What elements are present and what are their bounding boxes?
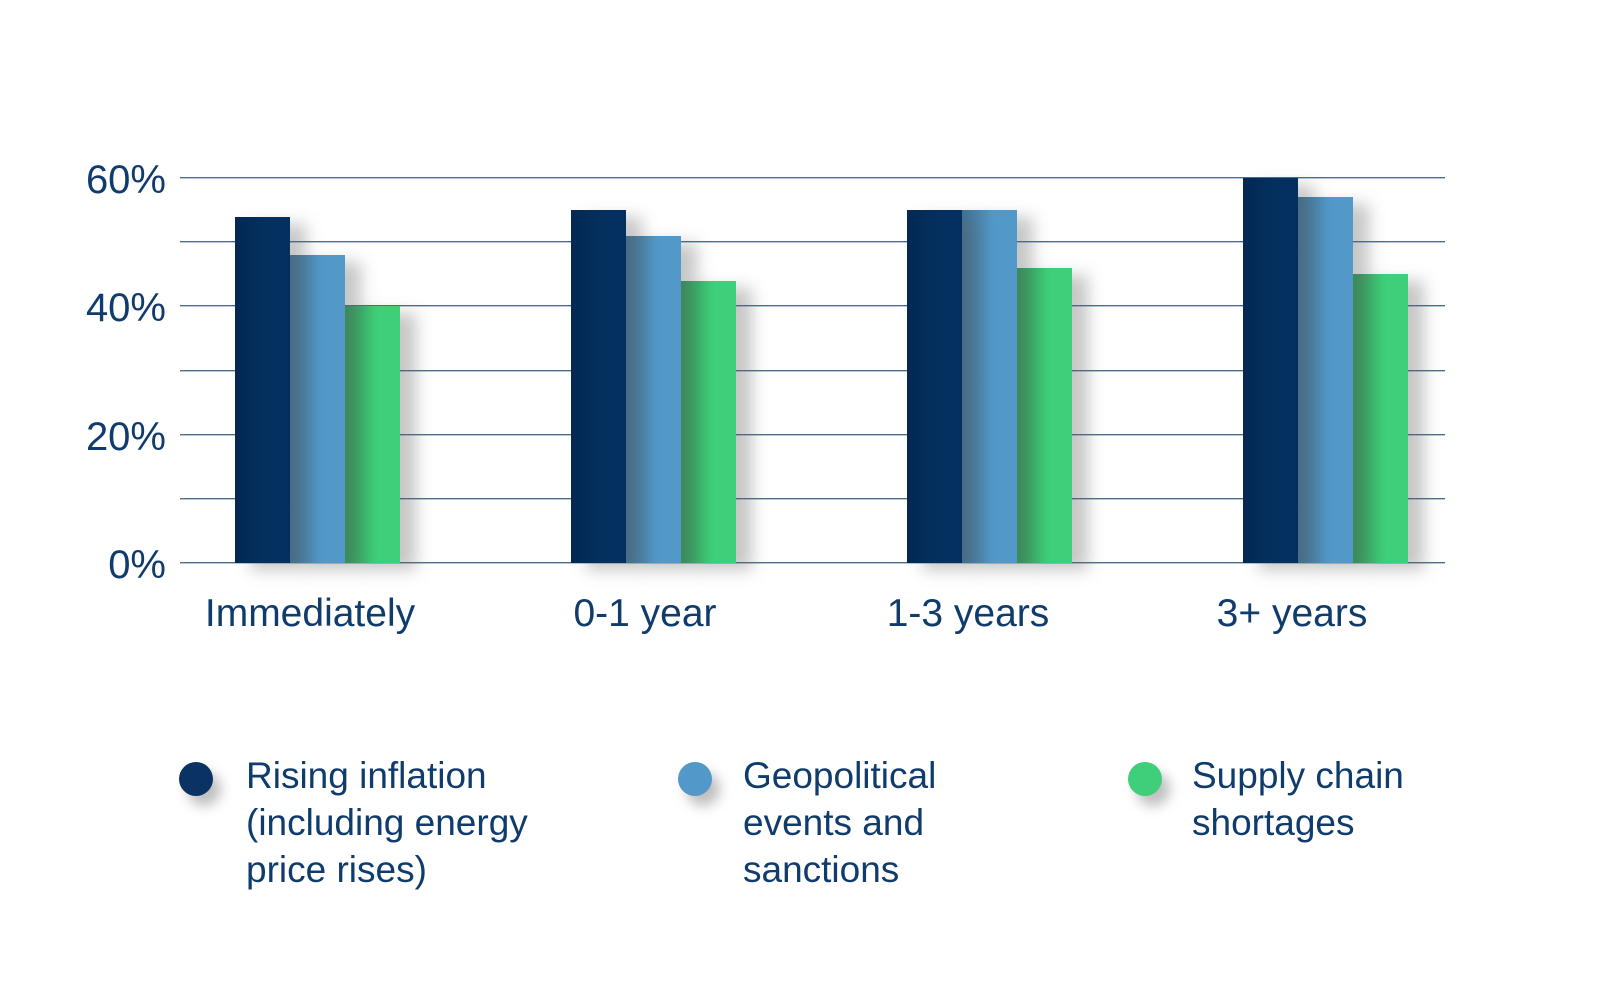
- gridline-50: [180, 241, 1445, 244]
- bar-supply-chain-1-3-years: [1017, 267, 1072, 563]
- legend-label-line: Geopolitical: [743, 755, 937, 796]
- gridline-40: [180, 305, 1445, 308]
- x-label-1-3-years: 1-3 years: [886, 592, 1050, 635]
- bar-geopolitical-events-0-1-year: [626, 235, 681, 563]
- y-tick-label-20: 20%: [85, 414, 166, 459]
- bar-rising-inflation-3-years: [1243, 178, 1298, 563]
- bar-supply-chain-immediately: [345, 306, 400, 563]
- bar-rising-inflation-1-3-years: [907, 210, 962, 563]
- bar-geopolitical-events-immediately: [290, 255, 345, 563]
- bar-supply-chain-0-1-year: [681, 280, 736, 563]
- x-label-immediately: Immediately: [204, 592, 416, 635]
- x-label-0-1-year: 0-1 year: [573, 592, 717, 635]
- legend-label-rising-inflation: Rising inflation (including energy price r…: [246, 752, 528, 893]
- y-tick-label-0: 0%: [108, 543, 166, 587]
- y-tick-label-40: 40%: [85, 286, 166, 331]
- bar-rising-inflation-0-1-year: [571, 210, 626, 563]
- legend-label-line: shortages: [1192, 802, 1355, 843]
- legend-label-line: sanctions: [743, 849, 900, 890]
- legend-label-line: (including energy: [246, 802, 528, 843]
- legend-label-line: Rising inflation: [246, 755, 487, 796]
- legend-label-line: Supply chain: [1192, 755, 1404, 796]
- bar-geopolitical-events-3-years: [1298, 197, 1353, 563]
- gridline-10: [180, 497, 1445, 500]
- gridline-30: [180, 369, 1445, 372]
- x-label-3-years: 3+ years: [1216, 592, 1368, 635]
- legend-label-geopolitical: Geopolitical events and sanctions: [743, 752, 936, 893]
- legend-dot-rising-inflation: [179, 762, 213, 796]
- y-tick-label-60: 60%: [85, 158, 166, 202]
- legend-label-line: events and: [743, 802, 925, 843]
- gridline-60: [180, 177, 1445, 179]
- legend-dot-geopolitical: [678, 762, 712, 796]
- legend-label-line: price rises): [246, 849, 427, 890]
- legend-dot-supply-chain: [1128, 762, 1162, 796]
- gridline-0: [180, 562, 1445, 564]
- bar-geopolitical-events-1-3-years: [962, 210, 1017, 563]
- bar-supply-chain-3-years: [1353, 274, 1408, 563]
- bar-rising-inflation-immediately: [235, 216, 290, 563]
- gridline-20: [180, 433, 1445, 436]
- legend-label-supply-chain: Supply chain shortages: [1192, 752, 1404, 846]
